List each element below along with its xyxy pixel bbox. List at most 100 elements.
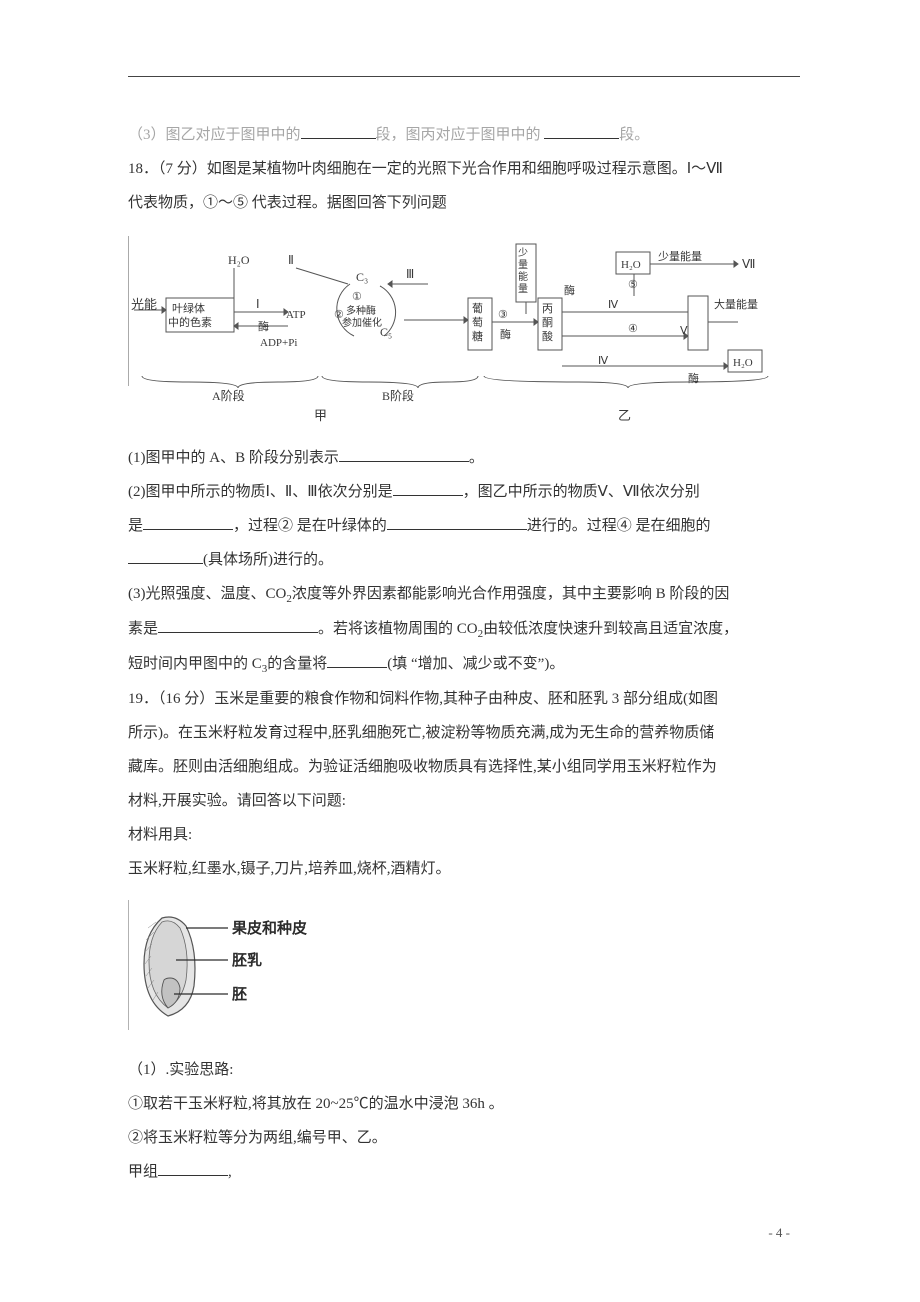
lbl-chlp2: 中的色素 <box>168 315 212 329</box>
q19-step-h: （1）.实验思路: <box>128 1055 800 1085</box>
text: 所示)。在玉米籽粒发育过程中,胚乳细胞死亡,被淀粉等物质充满,成为无生命的营养物… <box>128 725 714 741</box>
text: 进行的。过程④ 是在细胞的 <box>527 518 711 534</box>
lbl-multi1: 多种酶 <box>346 304 376 317</box>
text: (填 “增加、减少或不变”)。 <box>387 656 564 672</box>
text: 。 <box>469 450 484 466</box>
blank <box>387 514 527 530</box>
text: (2)图甲中所示的物质Ⅰ、Ⅱ、Ⅲ依次分别是 <box>128 484 393 500</box>
q19-step2: ②将玉米籽粒等分为两组,编号甲、乙。 <box>128 1123 800 1153</box>
lbl-c4n: ④ <box>628 323 638 335</box>
lbl-se4: 量 <box>518 283 528 295</box>
text: 藏库。胚则由活细胞组成。为验证活细胞吸收物质具有选择性,某小组同学用玉米籽粒作为 <box>128 759 717 775</box>
lbl-small-e: 少量能量 <box>658 249 702 263</box>
text: ，图乙中所示的物质Ⅴ、Ⅶ依次分别 <box>463 484 700 500</box>
text: 。若将该植物周围的 CO <box>318 621 478 637</box>
blank <box>393 480 463 496</box>
text: , <box>228 1164 232 1180</box>
lbl-se2: 量 <box>518 259 528 271</box>
q19-intro-2: 所示)。在玉米籽粒发育过程中,胚乳细胞死亡,被淀粉等物质充满,成为无生命的营养物… <box>128 718 800 748</box>
lbl-c1: ① <box>352 291 362 303</box>
q18-p3-line2: 素是。若将该植物周围的 CO2由较低浓度快速升到较高且适宜浓度， <box>128 614 800 645</box>
text: 短时间内甲图中的 C <box>128 656 262 672</box>
blank <box>339 446 469 462</box>
text: （3）图乙对应于图甲中的 <box>128 127 301 143</box>
text: 19．（16 分）玉米是重要的粮食作物和饲料作物,其种子由种皮、胚和胚乳 3 部… <box>128 691 718 707</box>
lbl-light: 光能 <box>131 297 157 312</box>
text: 素是 <box>128 621 158 637</box>
blank <box>143 514 233 530</box>
text: ②将玉米籽粒等分为两组,编号甲、乙。 <box>128 1130 387 1146</box>
text: 甲组 <box>128 1164 158 1180</box>
text: 材料,开展实验。请回答以下问题: <box>128 793 346 809</box>
lbl-atp: ATP <box>286 309 306 321</box>
lbl-chlp1: 叶绿体 <box>172 301 205 315</box>
lbl-enz2: 酶 <box>500 328 511 341</box>
text: （1）.实验思路: <box>128 1062 233 1078</box>
lbl-pericarp: 果皮和种皮 <box>231 919 307 937</box>
text: 玉米籽粒,红墨水,镊子,刀片,培养皿,烧杯,酒精灯。 <box>128 861 451 877</box>
text: 材料用具: <box>128 827 192 843</box>
text: 18．（7 分）如图是某植物叶肉细胞在一定的光照下光合作用和细胞呼吸过程示意图。… <box>128 161 723 177</box>
blank <box>158 617 318 633</box>
lbl-embryo: 胚 <box>232 986 247 1003</box>
figure1-container: H₂O Ⅱ C₃ Ⅲ 光能 叶绿体 中的色素 Ⅰ ATP 酶 ADP+Pi ① … <box>128 226 800 437</box>
text: (1)图甲中的 A、B 阶段分别表示 <box>128 450 339 466</box>
lbl-III: Ⅲ <box>406 267 414 281</box>
lbl-se3: 能 <box>518 270 528 283</box>
text: ，过程② 是在叶绿体的 <box>233 518 387 534</box>
lbl-se1: 少 <box>518 247 528 259</box>
q19-step3: 甲组, <box>128 1157 800 1187</box>
lbl-h2o3: H₂O <box>733 357 753 369</box>
figure2-diagram: 果皮和种皮 胚乳 胚 <box>128 900 338 1030</box>
figure2-container: 果皮和种皮 胚乳 胚 <box>128 892 800 1049</box>
lbl-II: Ⅱ <box>288 253 294 267</box>
blank <box>158 1160 228 1176</box>
q18-intro-line1: 18．（7 分）如图是某植物叶肉细胞在一定的光照下光合作用和细胞呼吸过程示意图。… <box>128 154 800 184</box>
lbl-py1: 丙 <box>542 303 553 315</box>
q18-p3-line3: 短时间内甲图中的 C3的含量将(填 “增加、减少或不变”)。 <box>128 649 800 680</box>
lbl-py3: 酸 <box>542 329 553 343</box>
lbl-I: Ⅰ <box>256 297 260 311</box>
q19-mat-h: 材料用具: <box>128 820 800 850</box>
page-number: - 4 - <box>768 1220 790 1246</box>
text: ①取若干玉米籽粒,将其放在 20~25℃的温水中浸泡 36h 。 <box>128 1096 504 1112</box>
lbl-multi2: 参加催化 <box>342 316 382 329</box>
q19-intro-4: 材料,开展实验。请回答以下问题: <box>128 786 800 816</box>
q18-p3-line1: (3)光照强度、温度、CO2浓度等外界因素都能影响光合作用强度，其中主要影响 B… <box>128 579 800 610</box>
text: 浓度等外界因素都能影响光合作用强度，其中主要影响 B 阶段的因 <box>292 586 730 602</box>
q18-p2-line3: (具体场所)进行的。 <box>128 545 800 575</box>
text: 是 <box>128 518 143 534</box>
lbl-glu1: 葡 <box>472 302 483 315</box>
blank <box>327 652 387 668</box>
q18-p2-line2: 是 ，过程② 是在叶绿体的 进行的。过程④ 是在细胞的 <box>128 511 800 541</box>
lbl-VII: Ⅶ <box>742 257 755 271</box>
text: (具体场所)进行的。 <box>203 552 333 568</box>
text: 由较低浓度快速升到较高且适宜浓度， <box>483 621 738 637</box>
lbl-endosperm: 胚乳 <box>232 951 262 969</box>
q19-intro-1: 19．（16 分）玉米是重要的粮食作物和饲料作物,其种子由种皮、胚和胚乳 3 部… <box>128 684 800 714</box>
q18-intro-line2: 代表物质，①～⑤ 代表过程。据图回答下列问题 <box>128 188 800 218</box>
text: 代表物质，①～⑤ 代表过程。据图回答下列问题 <box>128 195 447 211</box>
lbl-A: A阶段 <box>212 388 245 403</box>
lbl-IV2: Ⅳ <box>598 355 609 367</box>
figure1-diagram: H₂O Ⅱ C₃ Ⅲ 光能 叶绿体 中的色素 Ⅰ ATP 酶 ADP+Pi ① … <box>128 226 788 426</box>
lbl-B: B阶段 <box>382 388 414 403</box>
lbl-V: Ⅴ <box>680 325 688 337</box>
q18-p2-line1: (2)图甲中所示的物质Ⅰ、Ⅱ、Ⅲ依次分别是 ，图乙中所示的物质Ⅴ、Ⅶ依次分别 <box>128 477 800 507</box>
lbl-glu3: 糖 <box>472 329 483 343</box>
lbl-py2: 酮 <box>542 316 553 329</box>
lbl-yi: 乙 <box>618 408 631 423</box>
lbl-h2o1: H₂O <box>228 253 250 267</box>
text: 段，图丙对应于图甲中的 <box>376 127 545 143</box>
lbl-adp: ADP+Pi <box>260 337 297 349</box>
lbl-enz3: 酶 <box>564 284 575 297</box>
blank <box>128 548 203 564</box>
lbl-h2o2: H₂O <box>621 259 641 271</box>
text: - 4 - <box>768 1225 790 1240</box>
text: (3)光照强度、温度、CO <box>128 586 286 602</box>
lbl-c5: C₅ <box>380 325 392 339</box>
lbl-c3: C₃ <box>356 270 368 284</box>
q19-step1: ①取若干玉米籽粒,将其放在 20~25℃的温水中浸泡 36h 。 <box>128 1089 800 1119</box>
q19-mat: 玉米籽粒,红墨水,镊子,刀片,培养皿,烧杯,酒精灯。 <box>128 854 800 884</box>
q18-p1: (1)图甲中的 A、B 阶段分别表示 。 <box>128 443 800 473</box>
